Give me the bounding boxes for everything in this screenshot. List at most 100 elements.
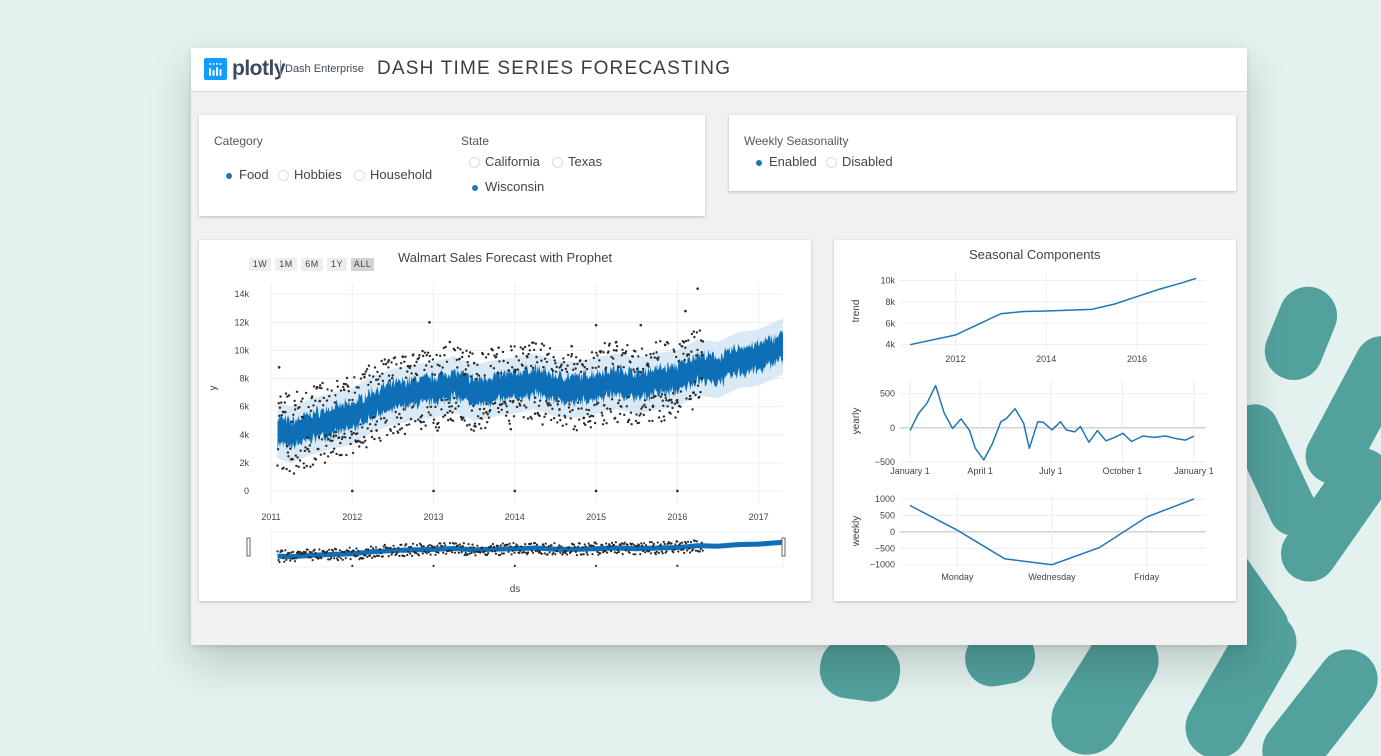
data-point (315, 385, 319, 389)
data-point (347, 390, 350, 393)
data-point (573, 362, 576, 366)
data-point (673, 402, 677, 405)
data-point (403, 360, 406, 363)
data-point (596, 401, 600, 404)
data-point (333, 401, 336, 404)
data-point (457, 551, 460, 554)
data-point (679, 390, 683, 393)
category-radio-food[interactable]: Food (223, 167, 269, 183)
data-point (400, 543, 403, 546)
data-point (595, 542, 598, 545)
data-point (525, 406, 528, 409)
data-point (445, 552, 448, 555)
data-point (323, 461, 327, 464)
data-point (476, 415, 480, 418)
data-point (294, 560, 297, 563)
data-point (449, 542, 452, 545)
data-point (532, 348, 536, 352)
data-point (509, 545, 512, 548)
data-point (387, 366, 390, 369)
data-point (701, 340, 705, 343)
data-point (478, 408, 482, 411)
range-button-all[interactable]: ALL (351, 258, 374, 271)
data-point (420, 420, 423, 424)
data-point (370, 429, 373, 433)
data-point (353, 376, 356, 379)
data-point (286, 395, 289, 398)
data-point (623, 413, 626, 417)
data-point (686, 549, 689, 552)
data-point (350, 433, 354, 436)
y-tick-label: 10k (234, 345, 249, 355)
data-point (310, 551, 313, 554)
data-point (451, 551, 454, 554)
seasonality-radio-disabled[interactable]: Disabled (826, 154, 893, 170)
data-point (616, 549, 619, 552)
data-point (588, 415, 591, 418)
data-point (435, 353, 438, 357)
data-point (586, 412, 589, 416)
range-button-6m[interactable]: 6M (301, 258, 323, 271)
data-point (573, 425, 577, 428)
data-point (657, 551, 660, 554)
data-point (501, 542, 504, 545)
yearly-x-tick: January 1 (1174, 466, 1214, 476)
data-point (387, 374, 391, 377)
data-point (454, 542, 458, 545)
range-button-1m[interactable]: 1M (275, 258, 297, 271)
data-point (414, 420, 417, 423)
data-point (379, 552, 382, 555)
category-radio-hobbies[interactable]: Hobbies (278, 167, 342, 183)
data-point (486, 553, 489, 556)
data-point (534, 396, 537, 399)
data-point (347, 550, 350, 553)
data-point (326, 550, 329, 553)
data-point (371, 556, 374, 559)
forecast-chart[interactable]: 0 2k 4k 6k 8k 10k 12k 14k 2011 2012 2013 2014 2015 20… (199, 240, 811, 601)
data-point (287, 394, 291, 397)
data-point (571, 368, 575, 371)
data-point (531, 551, 535, 554)
data-point (505, 405, 508, 408)
data-point (671, 406, 674, 410)
state-radio-texas[interactable]: Texas (552, 154, 602, 170)
data-point (487, 353, 490, 356)
data-point (479, 551, 482, 554)
data-point (560, 363, 563, 366)
data-point (609, 407, 612, 411)
seasonality-radio-enabled[interactable]: Enabled (753, 154, 817, 170)
data-point (676, 401, 679, 404)
data-point (412, 378, 416, 381)
data-point (418, 354, 421, 357)
data-point (373, 366, 377, 369)
data-point (466, 553, 469, 556)
data-point (642, 550, 645, 553)
data-point (533, 412, 537, 415)
category-radio-household[interactable]: Household (354, 167, 432, 183)
state-radio-california[interactable]: California (469, 154, 540, 170)
data-point (503, 400, 507, 404)
data-point (480, 417, 483, 420)
data-point (617, 550, 620, 554)
data-point (391, 551, 394, 554)
state-radio-wisconsin[interactable]: Wisconsin (469, 179, 544, 195)
data-point (524, 367, 527, 370)
y-tick-label: 8k (239, 374, 249, 384)
data-point (512, 399, 515, 403)
range-button-1w[interactable]: 1W (249, 258, 271, 271)
data-point (598, 359, 601, 362)
state-option-label: California (485, 154, 540, 169)
data-point (388, 379, 391, 382)
data-point (317, 436, 321, 439)
data-point (512, 541, 515, 545)
data-point (417, 418, 420, 421)
data-point (317, 557, 320, 560)
data-point (666, 542, 669, 546)
data-point (585, 551, 588, 554)
data-point (288, 552, 291, 555)
data-point (442, 551, 445, 554)
data-point (604, 366, 608, 369)
range-button-1y[interactable]: 1Y (327, 258, 347, 271)
data-point (377, 554, 380, 557)
